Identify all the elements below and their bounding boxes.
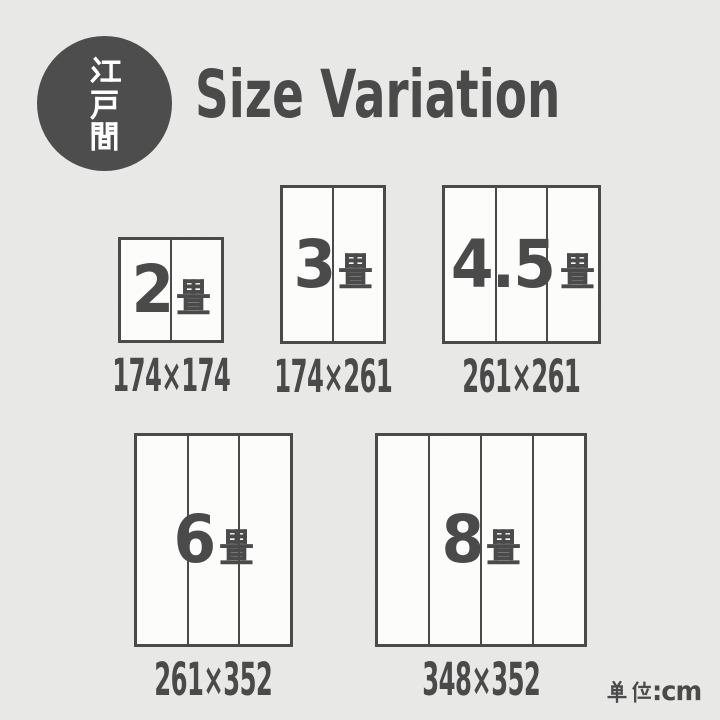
dimensions-label: 348×352 [375,657,587,702]
dimensions-label: 174×174 [112,353,231,398]
size-label: 2 [121,240,221,340]
tatami-count: 4.5 [450,225,555,303]
page-title: Size Variation [195,56,561,133]
size-label: 4.5 [445,188,598,341]
unit-text: :cm [652,676,702,707]
unit-note: :cm [606,678,704,705]
dimensions-text: 174×174 [111,349,231,402]
tatami-mat [332,188,383,341]
tatami-mat [480,436,532,644]
size-item-2jo: 2 174×174 [112,237,231,398]
tatami-mat [546,188,598,341]
tatami-kanji-icon [485,522,522,564]
size-label: 3 [283,188,383,341]
tatami-box-3jo: 3 [280,185,386,344]
dimensions-text: 261×261 [462,350,581,403]
tatami-kanji-icon [175,272,212,314]
dimensions-text: 174×261 [273,350,393,403]
tatami-count: 2 [131,251,174,328]
tatami-box-6jo: 6 [134,433,293,647]
tatami-mat [186,436,239,644]
dimensions-label: 261×261 [442,354,601,399]
tatami-count: 3 [293,225,336,303]
size-label: 8 [378,436,584,644]
tatami-kanji-icon [218,522,255,564]
unit-kanji-icon [606,680,652,703]
tatami-mat [532,436,584,644]
dimensions-text: 348×352 [421,653,541,706]
size-item-3jo: 3 174×261 [274,185,393,399]
tatami-mat [428,436,480,644]
tatami-box-8jo: 8 [375,433,587,647]
edoma-kanji-label [88,54,121,153]
tatami-mat [170,240,221,340]
tatami-mat [494,188,547,341]
size-label: 6 [137,436,290,644]
tatami-box-2jo: 2 [118,237,224,343]
tatami-box-4-5jo: 4.5 [442,185,601,344]
dimensions-label: 174×261 [274,354,393,399]
tatami-kanji-icon [559,246,596,289]
dimensions-text: 261×352 [154,653,273,706]
tatami-count: 8 [441,501,484,578]
dimensions-label: 261×352 [134,657,293,702]
size-item-4-5jo: 4.5 261×261 [442,185,601,399]
tatami-count: 6 [173,501,217,578]
tatami-kanji-icon [337,246,374,289]
edoma-badge [37,36,172,171]
size-item-8jo: 8 348×352 [375,433,587,702]
size-item-6jo: 6 261×352 [134,433,293,702]
